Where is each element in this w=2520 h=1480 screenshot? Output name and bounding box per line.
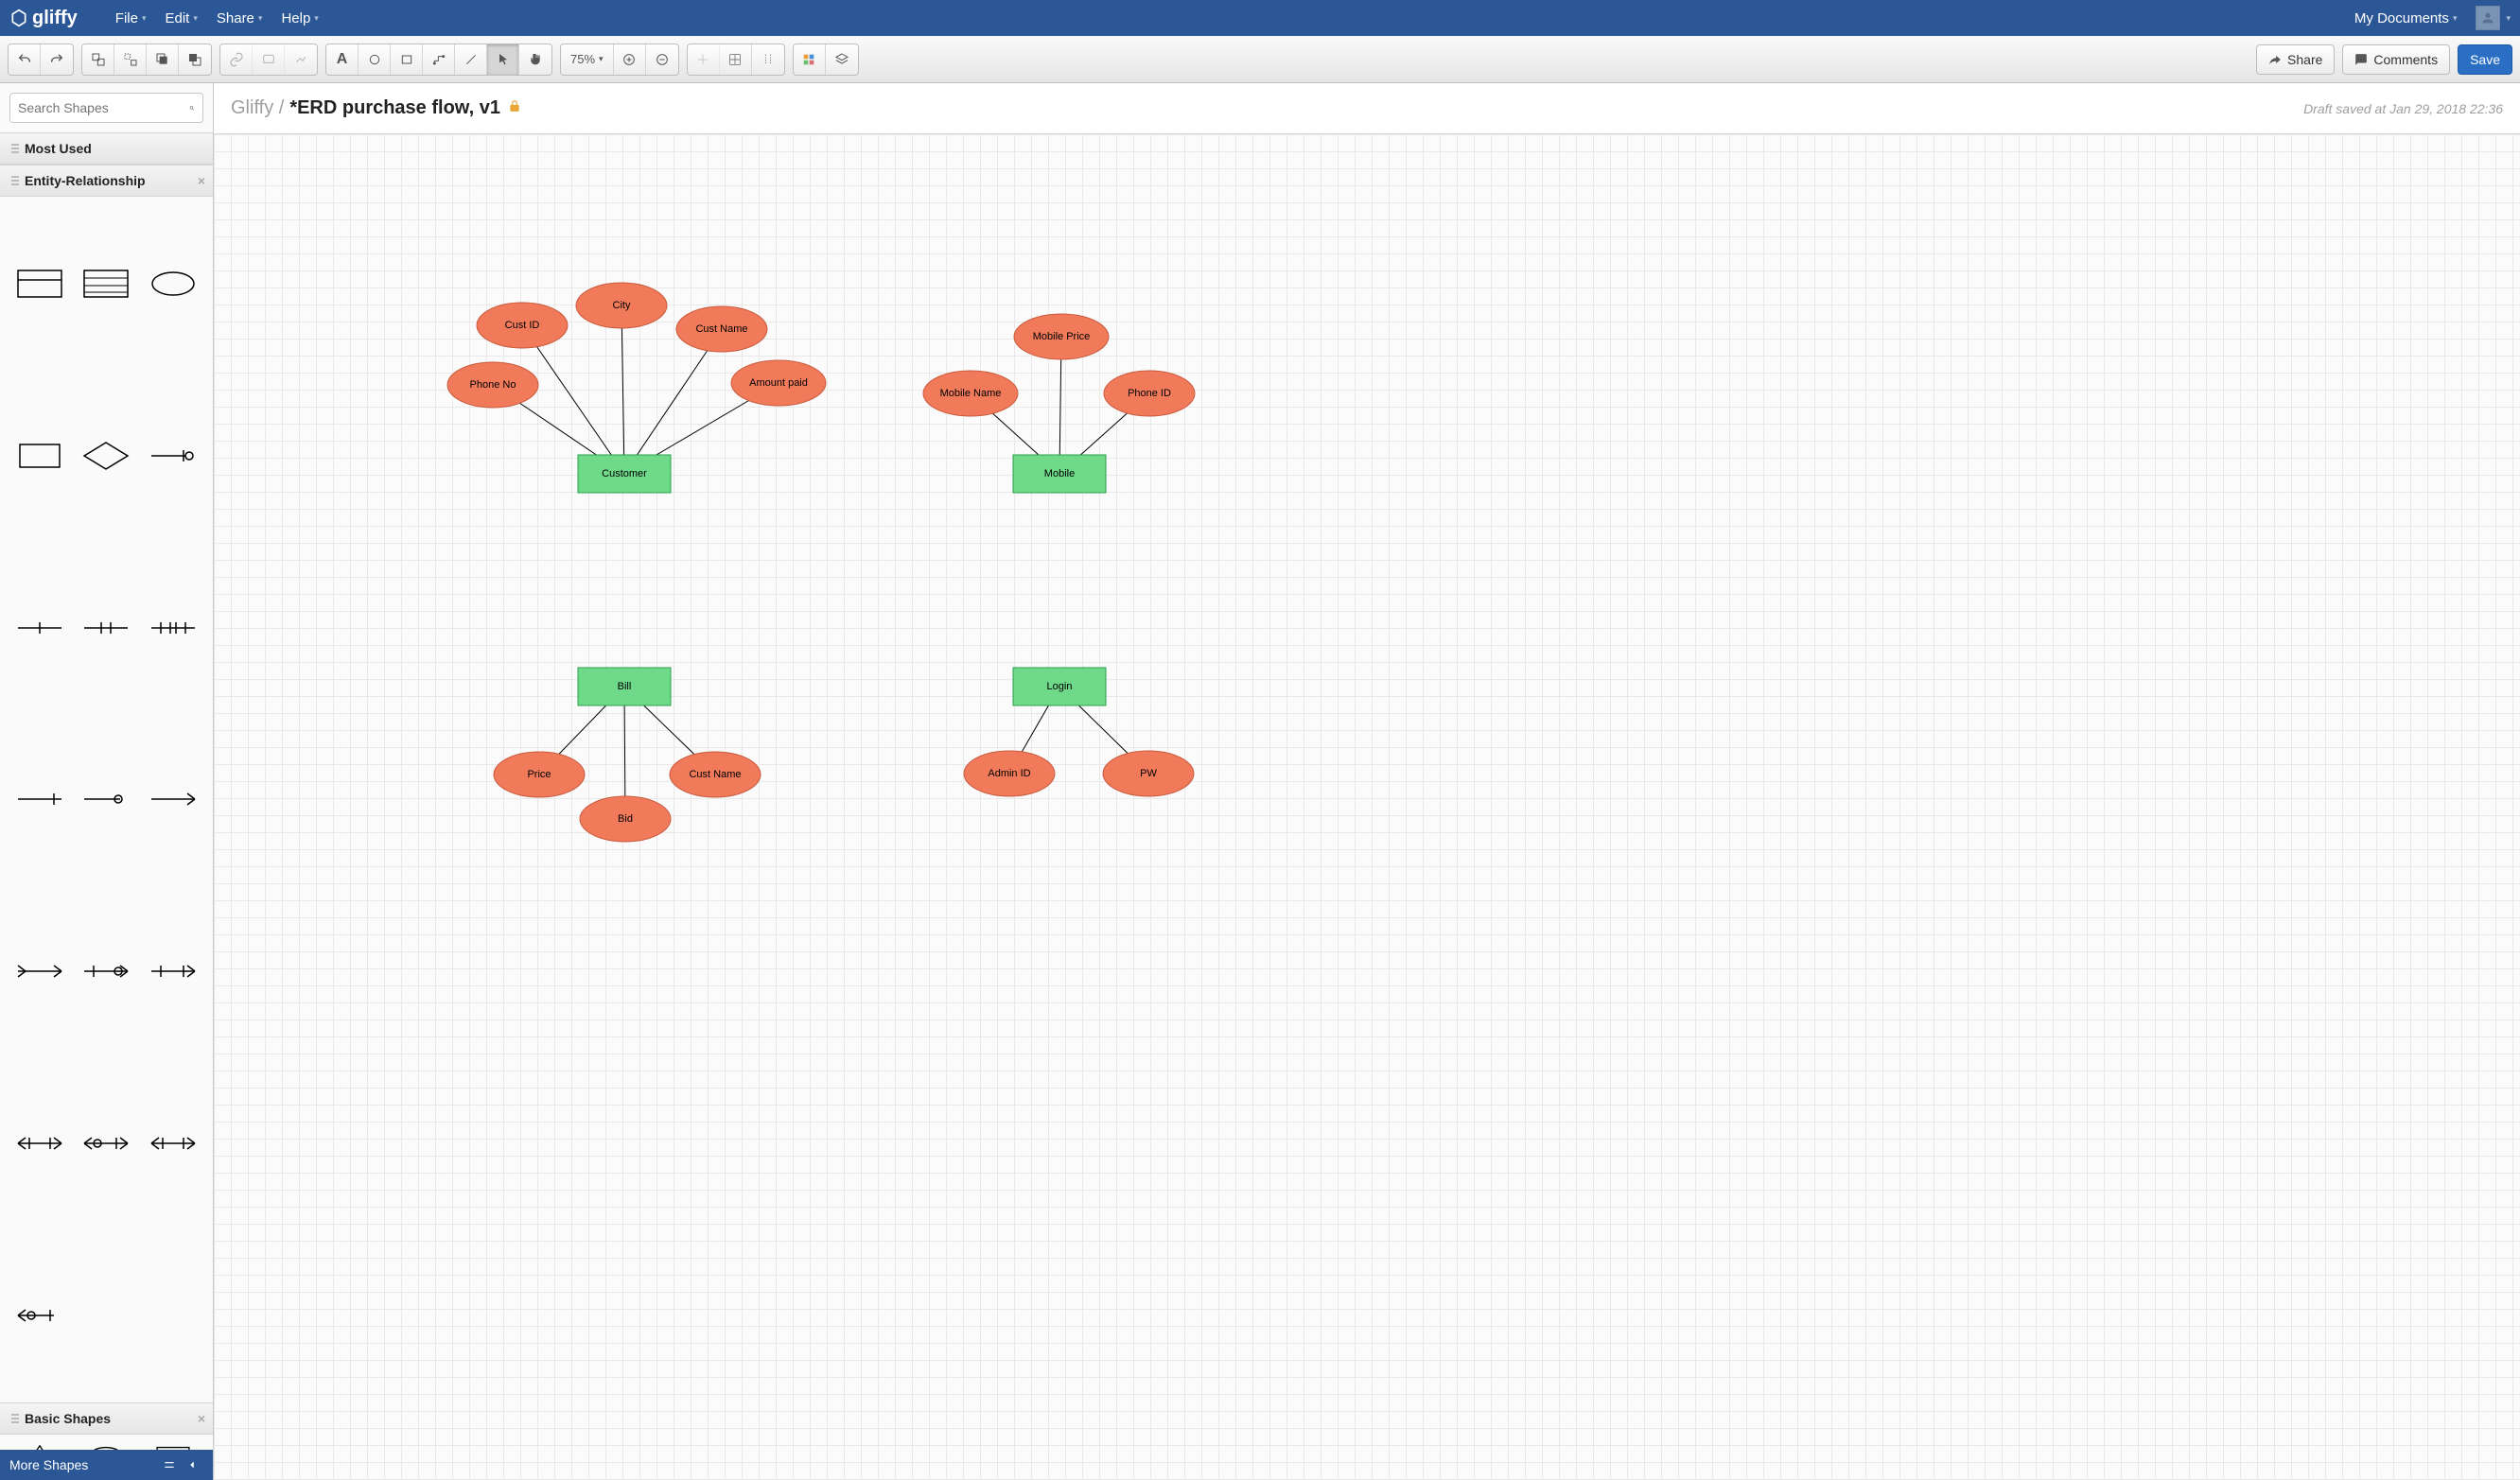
text-tool-button[interactable]: A	[326, 44, 359, 75]
shape-conn-zero-one[interactable]	[147, 378, 200, 533]
erd-diagram[interactable]: Customer Mobile Bill Login Phone No Cust ID Ci…	[214, 134, 2520, 1480]
shape-conn-many[interactable]	[147, 550, 200, 705]
shape-conn-crow-zero[interactable]	[147, 894, 200, 1049]
shape-conn-zero-many[interactable]	[79, 1066, 132, 1221]
shape-conn-crow[interactable]	[13, 894, 66, 1049]
svg-text:Mobile Price: Mobile Price	[1033, 331, 1091, 342]
svg-text:Cust Name: Cust Name	[689, 769, 741, 780]
svg-text:Price: Price	[527, 769, 551, 780]
ungroup-button[interactable]	[114, 44, 147, 75]
menu-help[interactable]: Help▾	[271, 10, 327, 26]
collapse-sidebar-icon[interactable]	[181, 1454, 203, 1476]
canvas-area: Gliffy / *ERD purchase flow, v1 Draft sa…	[214, 83, 2520, 1480]
svg-text:Login: Login	[1047, 681, 1073, 692]
shape-conn-plain[interactable]	[147, 723, 200, 878]
document-header: Gliffy / *ERD purchase flow, v1 Draft sa…	[214, 83, 2520, 134]
rect-tool-button[interactable]	[391, 44, 423, 75]
menu-share[interactable]: Share▾	[207, 10, 272, 26]
svg-text:Cust Name: Cust Name	[695, 323, 747, 335]
svg-text:Amount paid: Amount paid	[749, 377, 808, 389]
pointer-tool-button[interactable]	[487, 44, 519, 75]
guides-button[interactable]	[752, 44, 784, 75]
category-most-used[interactable]: Most Used	[0, 132, 213, 165]
connector-tool-button[interactable]	[423, 44, 455, 75]
brand-text: gliffy	[32, 8, 78, 29]
grid-button[interactable]	[720, 44, 752, 75]
svg-text:Mobile Name: Mobile Name	[940, 388, 1002, 399]
more-shapes-bar: More Shapes	[0, 1450, 213, 1480]
link-button	[220, 44, 253, 75]
comments-button[interactable]: Comments	[2342, 44, 2450, 75]
document-title[interactable]: *ERD purchase flow, v1	[289, 97, 500, 119]
shape-conn-zero[interactable]	[79, 723, 132, 878]
svg-text:City: City	[613, 300, 631, 311]
save-status: Draft saved at Jan 29, 2018 22:36	[2303, 101, 2503, 116]
shape-conn-zero-one-crow[interactable]	[13, 1238, 66, 1393]
canvas[interactable]: Customer Mobile Bill Login Phone No Cust ID Ci…	[214, 134, 2520, 1480]
svg-text:Bid: Bid	[618, 813, 633, 825]
svg-text:Admin ID: Admin ID	[988, 768, 1030, 779]
menu-file[interactable]: File▾	[106, 10, 156, 26]
shapes-sidebar: Most Used Entity-Relationship ×	[0, 83, 214, 1480]
zoom-in-button[interactable]	[614, 44, 646, 75]
logo[interactable]: gliffy	[9, 8, 78, 29]
menu-my-documents[interactable]: My Documents▾	[2345, 10, 2467, 26]
ellipse-tool-button[interactable]	[359, 44, 391, 75]
svg-text:Phone No: Phone No	[470, 379, 516, 391]
pan-tool-button[interactable]	[519, 44, 551, 75]
shape-conn-one[interactable]	[13, 550, 66, 705]
shape-conn-crow-one[interactable]	[79, 894, 132, 1049]
save-button[interactable]: Save	[2458, 44, 2512, 75]
menubar: gliffy File▾ Edit▾ Share▾ Help▾ My Docum…	[0, 0, 2520, 36]
layers-button[interactable]	[826, 44, 858, 75]
close-icon[interactable]: ×	[198, 173, 205, 188]
shape-diamond[interactable]	[79, 378, 132, 533]
breadcrumb[interactable]: Gliffy /	[231, 97, 284, 119]
share-button[interactable]: Share	[2256, 44, 2335, 75]
popup-button	[285, 44, 317, 75]
svg-text:Bill: Bill	[618, 681, 632, 692]
shape-table[interactable]	[13, 206, 66, 361]
more-shapes-button[interactable]: More Shapes	[9, 1457, 88, 1472]
shape-conn-line[interactable]	[13, 723, 66, 878]
lock-icon	[508, 99, 521, 117]
svg-text:PW: PW	[1140, 768, 1157, 779]
avatar[interactable]	[2476, 6, 2500, 30]
er-shape-grid	[0, 197, 213, 1402]
shape-conn-many-one[interactable]	[13, 1066, 66, 1221]
redo-button[interactable]	[41, 44, 73, 75]
divider-icon[interactable]	[158, 1454, 181, 1476]
search-icon	[189, 101, 195, 115]
shape-ellipse[interactable]	[147, 206, 200, 361]
search-shapes[interactable]	[9, 93, 203, 123]
toolbar: A 75% ▾ Share Comments Save	[0, 36, 2520, 83]
search-input[interactable]	[18, 100, 189, 115]
svg-text:Mobile: Mobile	[1044, 468, 1075, 479]
shape-conn-one-only[interactable]	[79, 550, 132, 705]
top-menus: File▾ Edit▾ Share▾ Help▾	[106, 10, 328, 26]
zoom-out-button[interactable]	[646, 44, 678, 75]
line-tool-button[interactable]	[455, 44, 487, 75]
svg-text:Phone ID: Phone ID	[1128, 388, 1171, 399]
zoom-level[interactable]: 75% ▾	[561, 44, 614, 75]
send-back-button[interactable]	[179, 44, 211, 75]
note-button	[253, 44, 285, 75]
close-icon[interactable]: ×	[198, 1411, 205, 1426]
undo-button[interactable]	[9, 44, 41, 75]
category-entity-relationship[interactable]: Entity-Relationship ×	[0, 165, 213, 197]
theme-button[interactable]	[794, 44, 826, 75]
shape-conn-many-many[interactable]	[147, 1066, 200, 1221]
menu-edit[interactable]: Edit▾	[155, 10, 206, 26]
group-button[interactable]	[82, 44, 114, 75]
svg-text:Customer: Customer	[602, 468, 647, 479]
shape-table-cols[interactable]	[79, 206, 132, 361]
svg-text:Cust ID: Cust ID	[505, 320, 540, 331]
shape-rect[interactable]	[13, 378, 66, 533]
snap-button	[688, 44, 720, 75]
basic-shape-grid	[0, 1435, 213, 1450]
category-basic-shapes[interactable]: Basic Shapes ×	[0, 1402, 213, 1435]
bring-front-button[interactable]	[147, 44, 179, 75]
